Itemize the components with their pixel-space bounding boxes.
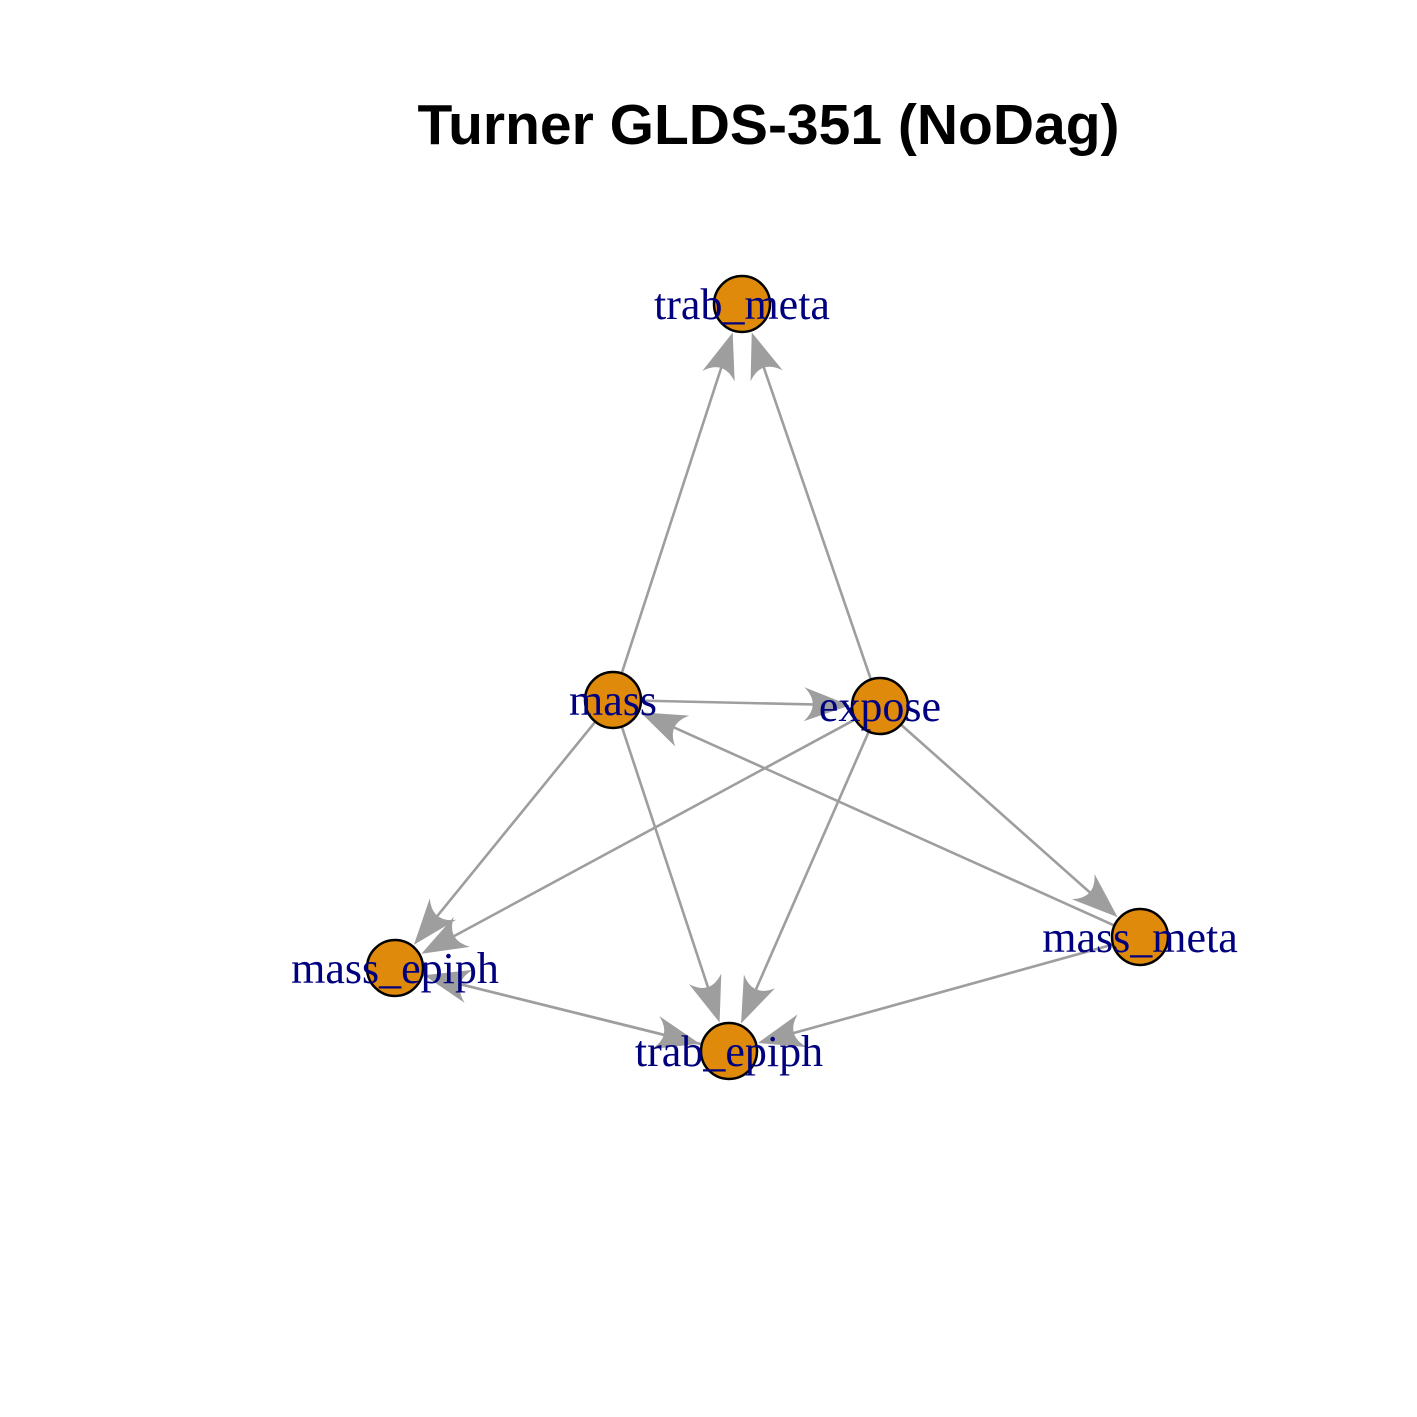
node-mass xyxy=(583,670,643,730)
arrowhead-mass-to-trab_meta xyxy=(702,332,735,382)
edge-mass-to-mass_epiph xyxy=(419,720,597,938)
edge-expose-to-trab_meta xyxy=(753,341,873,680)
node-label-mass_meta: mass_meta xyxy=(1042,913,1238,962)
edge-mass_meta-to-trab_epiph xyxy=(767,943,1114,1042)
arrowhead-expose-to-mass_epiph xyxy=(421,916,470,954)
edge-mass-to-trab_meta xyxy=(620,341,731,674)
arrowhead-expose-to-trab_meta xyxy=(750,332,783,382)
edge-expose-to-mass_epiph xyxy=(429,718,856,951)
node-label-expose: expose xyxy=(819,682,941,731)
edge-expose-to-mass_meta xyxy=(900,723,1111,912)
node-mass_epiph xyxy=(365,938,425,998)
edge-mass_meta-to-mass xyxy=(648,715,1115,927)
arrowhead-trab_epiph-to-mass_epiph xyxy=(424,969,473,1003)
edge-mass-to-trab_epiph xyxy=(620,726,718,1014)
arrowhead-mass_meta-to-mass xyxy=(640,712,690,747)
node-expose xyxy=(850,676,910,736)
arrowhead-mass-to-mass_epiph xyxy=(413,898,457,945)
edge-trab_epiph-to-mass_epiph xyxy=(433,976,703,1046)
node-mass_meta xyxy=(1110,907,1170,967)
node-label-mass: mass xyxy=(569,676,657,725)
edge-expose-to-trab_epiph xyxy=(743,731,870,1015)
node-label-mass_epiph: mass_epiph xyxy=(291,944,499,993)
arrowhead-mass_meta-to-trab_epiph xyxy=(757,1014,807,1048)
node-trab_meta xyxy=(712,274,772,334)
node-trab_epiph xyxy=(699,1021,759,1081)
arrowhead-mass-to-trab_epiph xyxy=(689,973,722,1023)
node-label-trab_meta: trab_meta xyxy=(654,280,830,329)
node-label-trab_epiph: trab_epiph xyxy=(635,1027,823,1076)
plot-title: Turner GLDS-351 (NoDag) xyxy=(417,93,1120,157)
arrowhead-mass-to-expose xyxy=(803,687,851,722)
arrowhead-expose-to-trab_epiph xyxy=(741,974,776,1024)
arrowhead-expose-to-mass_meta xyxy=(1071,873,1118,918)
edge-mass-to-expose xyxy=(640,699,841,707)
edges-layer xyxy=(413,332,1118,1050)
nodes-layer xyxy=(365,274,1170,1081)
